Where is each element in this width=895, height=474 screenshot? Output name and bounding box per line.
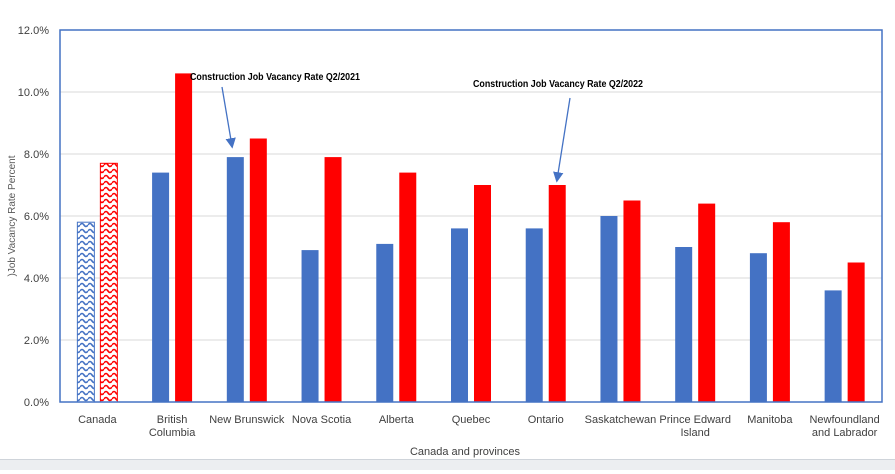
- bar-q2-2021: [675, 247, 693, 402]
- bar-q2-2021: [824, 290, 842, 402]
- x-tick-label: British: [157, 414, 188, 426]
- bar-q2-2021: [152, 172, 170, 402]
- y-tick-label: 2.0%: [24, 335, 49, 347]
- bar-q2-2022: [847, 262, 865, 402]
- x-tick-label: Alberta: [379, 414, 415, 426]
- bar-q2-2022: [175, 73, 193, 403]
- bar-q2-2021: [76, 221, 95, 403]
- bar-q2-2022: [772, 222, 790, 402]
- x-tick-label: Nova Scotia: [292, 414, 352, 426]
- plot-frame: [59, 29, 883, 403]
- annotation-label: Construction Job Vacancy Rate Q2/2022: [473, 78, 643, 90]
- annotation-arrow: [221, 86, 236, 149]
- bar-q2-2022: [249, 138, 267, 402]
- bar-q2-2022: [548, 185, 566, 402]
- bottom-strip: [0, 459, 895, 470]
- bar-q2-2022: [324, 157, 342, 402]
- bar-q2-2021: [749, 253, 767, 402]
- annotation-arrow: [553, 97, 571, 183]
- x-axis-label: Canada and provinces: [410, 446, 521, 458]
- y-tick-label: 10.0%: [18, 87, 49, 99]
- x-tick-label: and Labrador: [812, 427, 878, 439]
- x-tick-label: Columbia: [149, 427, 196, 439]
- gridlines: [60, 91, 882, 341]
- y-tick-label: 0.0%: [24, 397, 49, 409]
- y-tick-label: 8.0%: [24, 149, 49, 161]
- bar-q2-2022: [474, 185, 491, 402]
- x-tick-label: Ontario: [528, 414, 564, 426]
- bar-q2-2021: [301, 250, 319, 402]
- bar-q2-2022: [99, 162, 118, 403]
- bar-q2-2021: [451, 228, 468, 402]
- bar-q2-2021: [600, 216, 618, 402]
- bar-q2-2022: [623, 200, 641, 402]
- x-tick-label: Canada: [78, 414, 117, 426]
- x-tick-label: Newfoundland: [809, 414, 879, 426]
- bars: [76, 73, 865, 403]
- x-tick-label: Prince Edward: [659, 414, 731, 426]
- y-tick-label: 6.0%: [24, 211, 49, 223]
- x-tick-label: Island: [681, 427, 710, 439]
- bar-q2-2021: [525, 228, 543, 402]
- y-tick-label: 12.0%: [18, 25, 49, 37]
- annotations: Construction Job Vacancy Rate Q2/2021 Con…: [190, 71, 643, 183]
- annotation-label: Construction Job Vacancy Rate Q2/2021: [190, 71, 360, 83]
- bar-q2-2022: [698, 203, 716, 402]
- x-tick-label: Quebec: [452, 414, 491, 426]
- y-tick-labels: 0.0% 2.0% 4.0% 6.0% 8.0% 10.0% 12.0%: [18, 25, 49, 409]
- bar-q2-2021: [226, 157, 244, 402]
- x-tick-label: New Brunswick: [209, 414, 285, 426]
- y-tick-label: 4.0%: [24, 273, 49, 285]
- bar-q2-2021: [376, 243, 394, 402]
- bar-q2-2022: [399, 172, 417, 402]
- x-tick-label: Manitoba: [747, 414, 793, 426]
- x-tick-label: Saskatchewan: [585, 414, 657, 426]
- y-axis-label: )Job Vacancy Rate Percent: [7, 155, 18, 276]
